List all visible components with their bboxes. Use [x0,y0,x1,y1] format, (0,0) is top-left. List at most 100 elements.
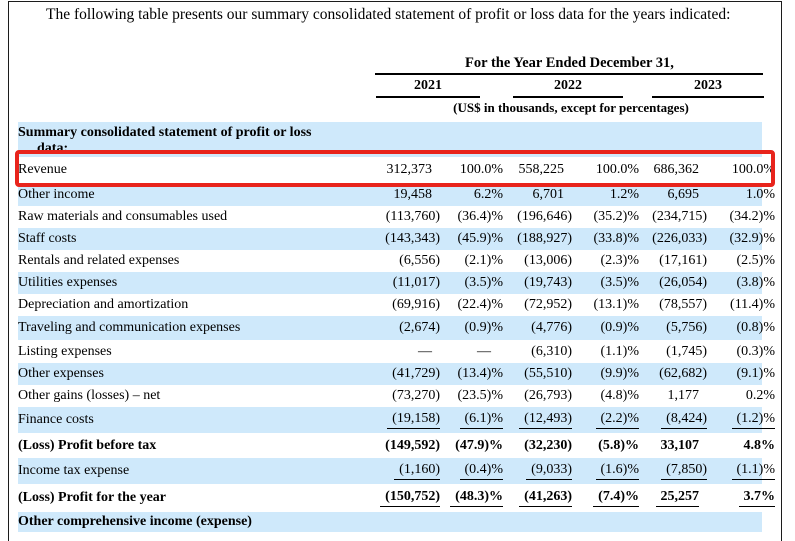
cell-value: (5,756) [666,320,707,335]
cell-percent: (6.1)% [440,407,503,433]
row-label: Revenue [18,162,67,177]
cell-percent: 3.7% [707,484,775,512]
cell-percent: (2.2)% [572,407,639,433]
row-label: Summary consolidated statement of profit… [18,125,312,156]
cell-value: (6,310) [531,343,572,359]
cell-value: (19,743) [524,275,572,290]
cell-value: (150,752) [358,484,440,512]
cell-percent: 6.2% [473,186,503,202]
cell-percent: (22.4)% [457,297,504,312]
row-label: Depreciation and amortization [18,297,189,312]
cell-value: 6,701 [532,186,565,202]
table-row-highlighted: Revenue 312,373 100.0% 558,225 100.0% 686,362… [18,157,775,183]
table-row: Rentals and related expenses (6,556) (2.1)… [18,250,775,272]
cell-percent: (0.4)% [440,458,503,484]
cell-value: (62,682) [659,366,707,381]
table-row: (Loss) Profit before tax (149,592) (47.9)%… [18,433,775,458]
cell-value [639,122,707,157]
row-label: Listing expenses [18,343,112,359]
cell-percent: 1.2% [609,186,639,202]
cell-value [358,512,440,532]
row-label: Income tax expense [18,463,130,478]
cell-percent: (48.3)% [440,484,503,512]
table-row: Listing expenses — — (6,310) (1.1)% (1,745) (0… [18,340,775,363]
row-label: Staff costs [18,231,77,246]
cell-percent: (9.1)% [736,366,776,381]
table-row: Finance costs (19,158) (6.1)% (12,493) (2.2)… [18,407,775,433]
cell-percent: (1.1)% [600,343,640,359]
cell-percent: (2.1)% [464,253,504,268]
table-row: Depreciation and amortization (69,916) (22… [18,294,775,316]
cell-percent: 4.8% [743,437,776,453]
table-row: (Loss) Profit for the year (150,752) (48.3… [18,484,775,512]
cell-percent: (34.2)% [729,209,776,224]
cell-value: (1,745) [666,343,707,359]
cell-percent: 0.2% [745,388,775,403]
cell-value: (4,776) [531,320,572,335]
cell-percent [440,512,503,532]
cell-value: (12,493) [503,407,572,433]
cell-value: (7,850) [639,458,707,484]
cell-value: (17,161) [659,253,707,268]
cell-percent: (0.8)% [736,320,776,335]
column-header-year-2023: 2023 [652,77,764,98]
cell-value: (55,510) [524,366,572,381]
cell-percent: — [477,343,491,359]
row-label: Other income [18,186,95,202]
period-header: For the Year Ended December 31, [465,55,674,71]
table-row: Other expenses (41,729) (13.4)% (55,510) (9.… [18,363,775,385]
row-label: (Loss) Profit for the year [18,490,166,505]
period-rule [375,73,763,75]
row-label: Utilities expenses [18,275,118,290]
intro-paragraph: The following table presents our summary… [46,6,731,23]
cell-value: (41,729) [392,366,440,381]
row-label: Other expenses [18,366,104,381]
cell-value: (69,916) [392,297,440,312]
profit-loss-table: Summary consolidated statement of profit… [18,122,775,532]
table-row: Traveling and communication expenses (2,6… [18,316,775,340]
page-border-frame [8,1,782,541]
cell-value: (41,263) [503,484,572,512]
cell-percent: (11.4)% [730,297,775,312]
table-row: Other gains (losses) – net (73,270) (23.5)… [18,385,775,407]
cell-value [358,122,440,157]
row-label: Other gains (losses) – net [18,388,161,403]
cell-value: 1,177 [667,388,700,403]
table-row: Other income 19,458 6.2% 6,701 1.2% 6,695 1.0% [18,183,775,206]
cell-percent: (13.4)% [457,366,504,381]
cell-percent: 100.0% [595,162,639,177]
cell-value: (19,158) [358,407,440,433]
table-row: Other comprehensive income (expense) [18,512,775,532]
row-label: Traveling and communication expenses [18,320,241,335]
cell-percent: (36.4)% [457,209,504,224]
cell-percent: (5.8)% [598,437,639,453]
cell-value: (13,006) [524,253,572,268]
unit-note: (US$ in thousands, except for percentage… [453,100,689,115]
cell-value: (32,230) [524,437,572,453]
cell-percent: (0.3)% [736,343,776,359]
cell-value: 686,362 [653,162,700,177]
cell-value [639,512,707,532]
cell-percent: (32.9)% [729,231,776,246]
cell-value: (1,160) [358,458,440,484]
cell-percent [572,512,639,532]
cell-value: (6,556) [399,253,440,268]
cell-percent: (2.3)% [600,253,640,268]
cell-value: (8,424) [639,407,707,433]
row-label: Raw materials and consumables used [18,209,228,224]
cell-value: (26,793) [524,388,572,403]
cell-percent: (33.8)% [593,231,640,246]
cell-percent: (7.4)% [572,484,639,512]
cell-value: (113,760) [385,209,440,224]
cell-value: (11,017) [392,275,440,290]
column-header-year-2021: 2021 [376,77,480,98]
cell-percent: (13.1)% [593,297,640,312]
cell-percent: (35.2)% [593,209,640,224]
cell-percent: (23.5)% [457,388,504,403]
cell-percent: (3.5)% [464,275,504,290]
table-row: Staff costs (143,343) (45.9)% (188,927) (33.… [18,228,775,250]
cell-percent: (45.9)% [457,231,504,246]
cell-percent: (2.5)% [736,253,776,268]
cell-percent: (47.9)% [455,437,503,453]
cell-percent: (1.6)% [572,458,639,484]
